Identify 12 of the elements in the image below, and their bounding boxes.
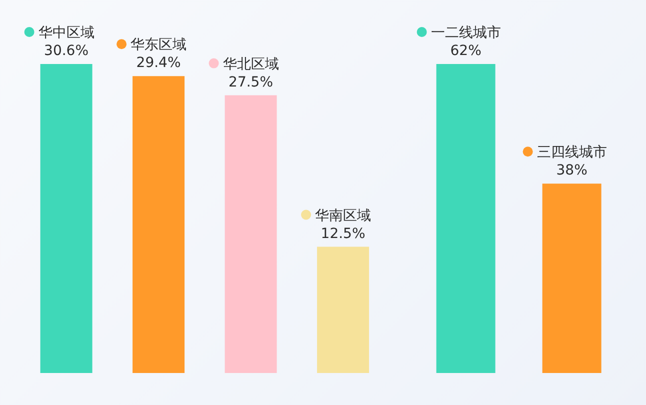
x-tick-label: 三四线城市 <box>536 144 607 161</box>
x-tick-label: 华北区域 <box>222 56 279 72</box>
x-tick-label: 一二线城市 <box>430 25 501 41</box>
data-label: 29.4% <box>136 55 181 72</box>
data-label: 62% <box>450 43 482 59</box>
data-label: 30.6% <box>44 43 89 59</box>
data-label: 27.5% <box>228 74 274 90</box>
x-tick-label: 华南区域 <box>315 208 372 224</box>
x-tick-label: 华东区域 <box>130 37 187 54</box>
data-label: 38% <box>556 162 588 179</box>
data-label: 12.5% <box>320 226 366 242</box>
x-tick-label: 华中区域 <box>38 25 94 41</box>
